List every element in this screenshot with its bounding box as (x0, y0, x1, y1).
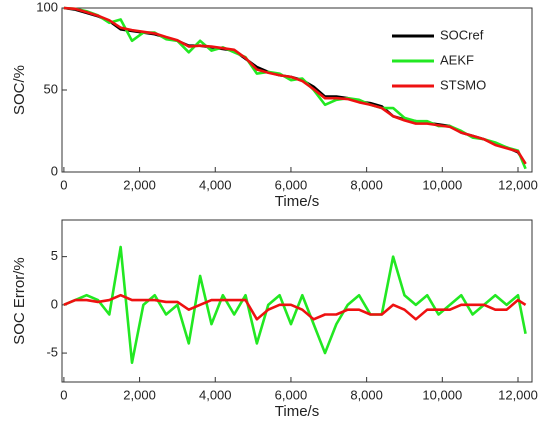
y-tick-label: 100 (36, 0, 58, 14)
x-axis-label: Time/s (275, 193, 319, 210)
x-tick-label: 8,000 (350, 387, 383, 402)
x-tick-label: 4,000 (199, 387, 232, 402)
y-axis-label: SOC Error/% (11, 257, 28, 345)
x-tick-label: 6,000 (275, 177, 308, 192)
legend-label: SOCref (440, 27, 484, 42)
x-tick-label: 2,000 (123, 387, 156, 402)
x-tick-label: 0 (60, 177, 67, 192)
x-tick-label: 4,000 (199, 177, 232, 192)
y-tick-label: 50 (44, 81, 58, 96)
x-tick-label: 2,000 (123, 177, 156, 192)
x-tick-label: 8,000 (350, 177, 383, 192)
x-axis-label: Time/s (275, 403, 319, 420)
x-tick-label: 12,000 (498, 177, 538, 192)
y-tick-label: 5 (51, 248, 58, 263)
x-tick-label: 6,000 (275, 387, 308, 402)
y-axis-label: SOC/% (11, 65, 28, 115)
series-line (63, 6, 527, 165)
legend-label: AEKF (440, 52, 474, 67)
y-tick-label: 0 (51, 163, 58, 178)
x-tick-label: 0 (60, 387, 67, 402)
series-line (63, 245, 527, 365)
x-tick-label: 10,000 (422, 177, 462, 192)
x-tick-label: 12,000 (498, 387, 538, 402)
legend-label: STSMO (440, 77, 486, 92)
x-tick-label: 10,000 (422, 387, 462, 402)
y-tick-label: -5 (46, 345, 58, 360)
series-line (63, 293, 527, 321)
y-tick-label: 0 (51, 296, 58, 311)
